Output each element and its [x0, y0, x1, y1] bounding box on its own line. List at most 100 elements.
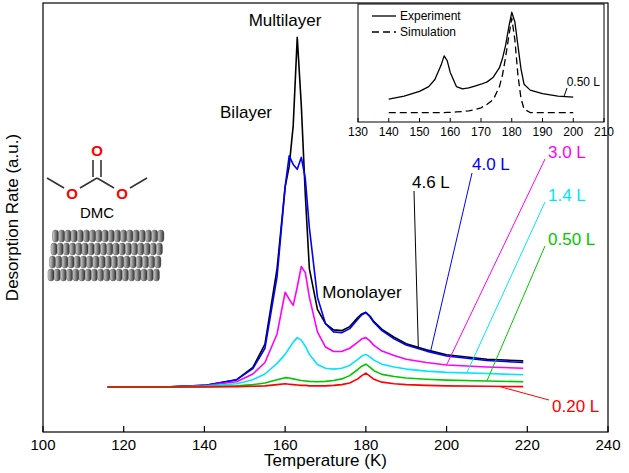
plot-frame	[358, 4, 604, 122]
graphite-tube	[125, 243, 131, 255]
graphite-tube	[85, 269, 91, 281]
x-tick	[42, 426, 43, 432]
graphite-tube	[155, 256, 161, 268]
graphite-tube	[63, 243, 69, 255]
annotation: Monolayer	[322, 283, 402, 302]
series-labels: 0.20 L0.50 L1.4 L3.0 L4.0 L4.6 L	[412, 143, 599, 416]
main-chart: 100120140160180200220240Temperature (K)D…	[3, 3, 621, 470]
series-line	[389, 12, 574, 99]
graphite-tube	[54, 269, 60, 281]
x-tick	[204, 426, 205, 432]
x-tick	[365, 426, 366, 432]
graphite-tube	[110, 269, 116, 281]
graphite-tube	[67, 269, 73, 281]
series-label: 4.6 L	[412, 173, 450, 192]
graphite-tube	[82, 243, 88, 255]
graphite-tube	[94, 243, 100, 255]
graphite-tube	[139, 230, 145, 242]
x-tick-label: 100	[30, 436, 55, 453]
graphite-tube	[62, 256, 68, 268]
legend-label: Simulation	[400, 25, 456, 39]
graphite-tube	[150, 243, 156, 255]
graphite-tube	[104, 269, 110, 281]
graphite-tube	[121, 230, 127, 242]
series-line	[389, 18, 574, 113]
legend-swatch	[372, 15, 396, 16]
graphite-tube	[87, 256, 93, 268]
graphite-tube	[65, 230, 71, 242]
graphite-tube	[143, 256, 149, 268]
inset-annotations: 0.50 L	[564, 75, 600, 97]
leader-line	[447, 159, 545, 365]
graphite-tube	[56, 256, 62, 268]
x-tick	[542, 118, 543, 122]
graphite-tube	[57, 243, 63, 255]
graphite-tube	[96, 230, 102, 242]
leader-line	[467, 202, 545, 373]
x-tick-label: 140	[379, 125, 399, 139]
graphite-tube	[90, 230, 96, 242]
graphite-tube	[122, 269, 128, 281]
leader-line	[414, 191, 418, 347]
series-group	[389, 12, 574, 112]
graphite-tube	[98, 269, 104, 281]
graphite-tube	[59, 230, 65, 242]
bond	[130, 178, 147, 188]
graphite-tube	[147, 269, 153, 281]
molecule	[47, 160, 147, 188]
graphite-tube	[118, 256, 124, 268]
figure: 100120140160180200220240Temperature (K)D…	[0, 0, 629, 473]
graphite-tube	[81, 256, 87, 268]
graphite-tube	[127, 230, 133, 242]
series-label: 0.20 L	[552, 397, 599, 416]
graphite-tube	[77, 230, 83, 242]
annotation: O	[116, 185, 128, 202]
annotation: O	[91, 142, 103, 159]
annotation: Multilayer	[249, 11, 322, 30]
x-tick-label: 170	[471, 125, 491, 139]
series-line	[108, 338, 524, 387]
x-tick-label: 160	[440, 125, 460, 139]
x-tick	[604, 118, 605, 122]
graphite-tube	[50, 256, 56, 268]
graphite-tube	[107, 243, 113, 255]
bond	[97, 178, 114, 188]
leader-line	[430, 173, 472, 352]
graphite-tube	[101, 243, 107, 255]
graphite-tube	[144, 243, 150, 255]
graphite-tube	[129, 269, 135, 281]
graphite-tube	[102, 230, 108, 242]
inset-chart: 130140150160170180190200210	[348, 4, 614, 139]
legend-label: Experiment	[400, 9, 461, 23]
x-tick	[123, 426, 124, 432]
annotations: MultilayerBilayerMonolayerDMCOOO	[66, 11, 402, 302]
plot-frame	[43, 3, 608, 432]
series-label: 1.4 L	[548, 186, 586, 205]
graphite-tube	[74, 256, 80, 268]
x-tick	[450, 118, 451, 122]
x-tick	[358, 118, 359, 122]
x-tick	[527, 426, 528, 432]
graphite-tube	[146, 230, 152, 242]
graphite-tube	[119, 243, 125, 255]
graphite-tube	[156, 243, 162, 255]
x-tick	[511, 118, 512, 122]
plot-background	[358, 4, 604, 122]
x-tick	[419, 118, 420, 122]
x-tick	[607, 426, 608, 432]
x-tick-label: 200	[434, 436, 459, 453]
leader-line	[564, 88, 567, 97]
bond	[92, 160, 94, 177]
series-line	[108, 267, 524, 388]
legend-swatch	[372, 31, 396, 32]
graphite-tube	[149, 256, 155, 268]
bond	[80, 178, 97, 188]
graphite-tube	[158, 230, 164, 242]
graphite-tube	[153, 269, 159, 281]
annotation: O	[66, 185, 78, 202]
x-tick	[573, 118, 574, 122]
graphite-tube	[68, 256, 74, 268]
x-tick-label: 210	[594, 125, 614, 139]
graphite-tube	[133, 230, 139, 242]
graphite-tube	[113, 243, 119, 255]
